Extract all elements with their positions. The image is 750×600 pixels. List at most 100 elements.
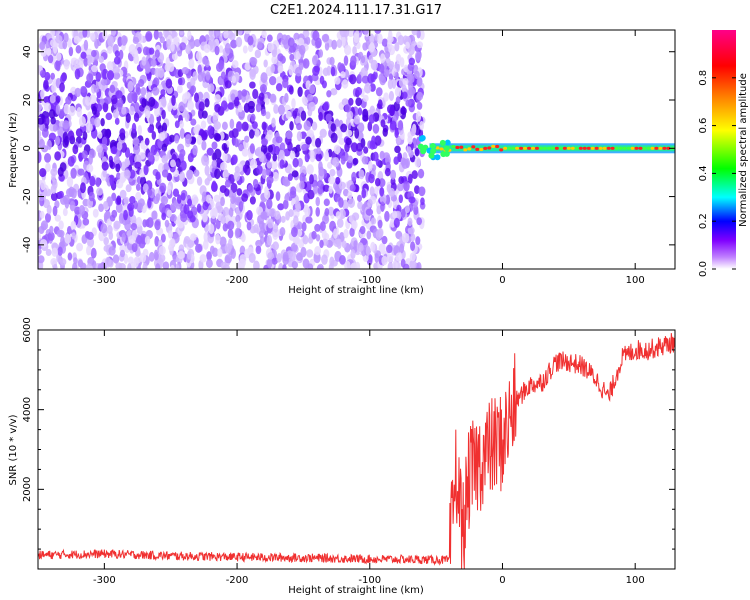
- spectrogram-cell: [302, 30, 310, 38]
- signal-cell: [582, 146, 587, 150]
- spectrogram-cell: [158, 132, 166, 142]
- spectrogram-cell: [132, 137, 140, 146]
- spectrogram-cell: [341, 199, 349, 210]
- spectrogram-cell: [404, 205, 411, 214]
- spectrogram-cell: [278, 262, 284, 269]
- spectrogram-cell: [134, 154, 142, 165]
- spectrogram-cell: [58, 190, 64, 199]
- spectrogram-cell: [195, 51, 202, 61]
- spectrogram-cell: [418, 186, 426, 197]
- spectrogram-cell: [176, 194, 182, 204]
- spectrogram-cell: [129, 195, 136, 204]
- spectrogram-cell: [124, 157, 130, 168]
- spectrogram-cell: [398, 176, 405, 184]
- spectrogram-cell: [283, 179, 291, 187]
- spectrogram-cell: [40, 179, 46, 191]
- spectrogram-cell: [76, 107, 82, 118]
- spectrogram-cell: [67, 156, 75, 167]
- spectrogram-cell: [356, 242, 364, 253]
- spectrogram-cell: [78, 116, 86, 127]
- spectrogram-cell: [224, 80, 232, 89]
- spectrogram-cell: [148, 113, 155, 125]
- spectrogram-cell: [193, 169, 200, 177]
- spectrogram-cell: [297, 37, 305, 47]
- spectrogram-cell: [179, 148, 186, 158]
- spectrogram-cell: [385, 244, 393, 254]
- spectrogram-cell: [220, 261, 227, 269]
- spectrogram-cell: [347, 197, 356, 208]
- spectrogram-cell: [179, 30, 184, 36]
- spectrogram-cell: [402, 78, 409, 86]
- spectrogram-cell: [378, 63, 385, 73]
- spectrogram-cell: [235, 36, 243, 48]
- spectrogram-cell: [43, 79, 49, 90]
- spectrogram-cell: [401, 84, 407, 94]
- y-tick-label: -20: [22, 188, 33, 204]
- spectrogram-cell: [40, 89, 45, 100]
- spectrogram-cell: [301, 95, 309, 105]
- spectrogram-cell: [393, 156, 399, 165]
- spectrogram-cell: [106, 225, 113, 235]
- spectrogram-cell: [221, 143, 228, 152]
- spectrogram-cell: [386, 38, 392, 50]
- spectrogram-cell: [363, 83, 372, 94]
- spectrogram-cell: [52, 179, 58, 190]
- x-tick-label: 0: [499, 275, 505, 286]
- spectrogram-cell: [410, 241, 416, 252]
- spectrogram-cell: [326, 65, 332, 76]
- spectrogram-cell: [372, 123, 380, 134]
- spectrogram-cell: [111, 94, 118, 105]
- spectrogram-cell: [379, 151, 385, 159]
- spectrogram-cell: [281, 34, 289, 46]
- spectrogram-cell: [171, 52, 178, 61]
- spectrogram-cell: [179, 128, 185, 140]
- spectrogram-cell: [337, 130, 343, 139]
- spectrogram-cell: [82, 218, 90, 226]
- spectrogram-cell: [409, 259, 417, 269]
- spectrogram-cell: [343, 55, 349, 66]
- spectrogram-cell: [190, 77, 196, 87]
- spectrogram-cell: [214, 168, 221, 180]
- spectrogram-cell: [88, 191, 95, 202]
- signal-cell: [550, 146, 555, 150]
- spectrogram-cell: [369, 33, 375, 45]
- spectrogram-cell: [242, 45, 248, 54]
- spectrogram-cell: [367, 73, 375, 84]
- spectrogram-cell: [205, 194, 212, 204]
- spectrogram-cell: [166, 184, 172, 196]
- spectrogram-cell: [350, 249, 356, 260]
- spectrogram-cell: [265, 167, 272, 176]
- spectrogram-cell: [275, 136, 283, 144]
- spectrogram-cell: [398, 194, 404, 204]
- spectrogram-cell: [238, 258, 246, 268]
- spectrogram-cell: [277, 203, 285, 211]
- spectrogram-cell: [388, 90, 395, 101]
- signal-onset-cell: [417, 143, 424, 150]
- spectrogram-cell: [170, 41, 175, 52]
- spectrogram-cell: [82, 131, 88, 141]
- spectrogram-cell: [133, 257, 139, 268]
- spectrogram-cell: [143, 164, 149, 176]
- spectrogram-cell: [353, 115, 361, 125]
- spectrogram-cell: [333, 228, 338, 239]
- spectrogram-cell: [391, 78, 397, 89]
- spectrogram-cell: [367, 121, 373, 132]
- spectrogram-cell: [242, 164, 248, 174]
- spectrogram-cell: [297, 86, 303, 97]
- spectrogram-cell: [252, 178, 259, 188]
- spectrogram-cell: [260, 144, 268, 155]
- spectrogram-cell: [50, 258, 58, 266]
- spectrogram-cell: [62, 208, 68, 217]
- signal-cell: [475, 147, 480, 151]
- spectrogram-cell: [214, 45, 220, 56]
- spectrogram-cell: [311, 121, 318, 131]
- spectrogram-cell: [265, 111, 271, 120]
- spectrogram-cell: [350, 142, 359, 153]
- spectrogram-cell: [145, 30, 153, 42]
- spectrogram-cell: [414, 70, 420, 80]
- spectrogram-cell: [279, 159, 285, 169]
- spectrogram-cell: [329, 56, 335, 66]
- spectrogram-cell: [248, 129, 255, 139]
- spectrogram-cell: [322, 184, 330, 192]
